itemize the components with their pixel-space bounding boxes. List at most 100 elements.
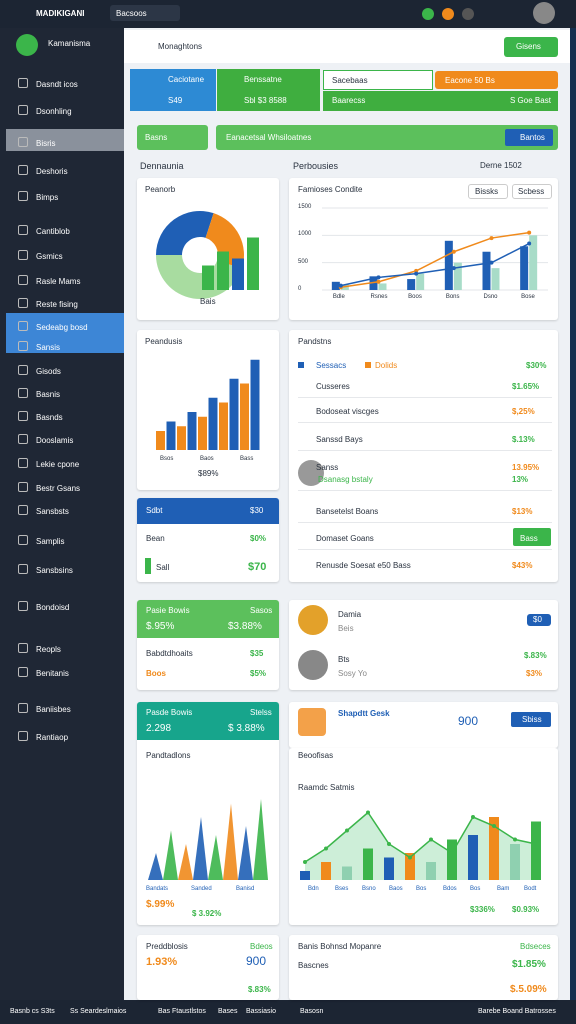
sidebar-item[interactable]: Reste fising [36, 300, 78, 309]
point [429, 837, 433, 842]
toolbar-button[interactable]: Gisens [516, 42, 541, 51]
sidebar-item[interactable]: Bondoisd [36, 603, 70, 612]
bar [331, 281, 340, 290]
tile-blue [130, 69, 216, 111]
bar [208, 397, 218, 450]
bottom-item[interactable]: Basnb cs S3ts [10, 1008, 55, 1015]
brand: MADIKIGANI [36, 9, 85, 18]
point [471, 815, 475, 819]
section-label: Derne 1502 [480, 161, 522, 170]
sidebar-item[interactable]: Basnis [36, 390, 61, 399]
big-value: 1.93% [146, 956, 178, 968]
promo-button[interactable]: Sbiss [522, 715, 542, 724]
item-icon [18, 458, 28, 468]
item-icon [18, 165, 28, 175]
sidebar-item[interactable]: Rasle Mams [36, 277, 81, 286]
sidebar-title: Kamanisma [48, 39, 91, 48]
avatar [298, 460, 324, 486]
sidebar-item[interactable]: Benitanis [36, 669, 69, 678]
list-value: 13% [512, 475, 529, 484]
list-label: Bansetelst Boans [316, 507, 379, 516]
card-button[interactable]: Scbess [518, 187, 545, 196]
item-icon [18, 564, 28, 574]
x-tick-label: Bses [335, 886, 349, 892]
sidebar-item[interactable]: Sansbsins [36, 566, 73, 575]
sidebar-item[interactable]: Gsmics [36, 252, 63, 261]
section-label: Perbousies [293, 161, 339, 171]
card [289, 178, 558, 320]
bottom-item[interactable]: Basosn [300, 1008, 324, 1015]
sidebar-item[interactable]: Bestr Gsans [36, 484, 81, 493]
y-tick-label: 1500 [298, 204, 312, 210]
top-bar [0, 0, 576, 28]
item-icon [18, 191, 28, 201]
bar [407, 279, 416, 290]
x-tick-label: Banisd [236, 886, 255, 892]
item-icon [18, 341, 28, 351]
item-icon [18, 137, 28, 147]
bar [426, 862, 436, 880]
bottom-item[interactable]: Barebe Boand Batrosses [478, 1008, 556, 1015]
sidebar-item[interactable]: Deshoris [36, 167, 68, 176]
sidebar-item[interactable]: Basnds [36, 413, 63, 422]
big-value: $ 3.88% [228, 723, 265, 734]
bar [229, 378, 239, 450]
bar [202, 265, 214, 290]
x-tick-label: Bos [470, 886, 481, 892]
bottom-item[interactable]: Bases [218, 1008, 238, 1015]
item-icon [18, 78, 28, 88]
sidebar-item[interactable]: Cantiblob [36, 227, 70, 236]
marker [145, 558, 151, 574]
list-button[interactable]: Bass [520, 534, 538, 543]
sidebar-item[interactable]: Bisris [36, 139, 56, 148]
sidebar-item[interactable]: Sansbsts [36, 507, 69, 516]
bar [177, 426, 186, 450]
person-name: Damia [338, 610, 362, 619]
promo-value: 900 [458, 714, 479, 728]
sidebar-item[interactable]: Dasndt icos [36, 80, 78, 89]
x-tick-label: Bandats [146, 886, 169, 892]
card-button[interactable]: Bissks [475, 187, 499, 196]
item-icon [18, 225, 28, 235]
card-value: Sasos [250, 606, 273, 615]
sidebar-item[interactable]: Dsonhling [36, 107, 72, 116]
bottom-item[interactable]: Ss Seardeslmaios [70, 1008, 127, 1015]
list-value: $,25% [512, 407, 535, 416]
point [451, 249, 456, 254]
sidebar-item[interactable]: Gisods [36, 367, 61, 376]
item-icon [18, 703, 28, 713]
point [366, 810, 370, 815]
card-subtitle: Pandtadlons [146, 751, 191, 760]
legend-label: Sessacs [316, 361, 347, 370]
sidebar-item[interactable]: Baniisbes [36, 705, 71, 714]
status-icon [462, 8, 474, 20]
row-value: $.5.09% [510, 984, 547, 995]
filter-button[interactable]: Bantos [520, 133, 545, 142]
sidebar-item[interactable]: Rantiaop [36, 733, 69, 742]
bottom-item[interactable]: Bas Ftaustlstos [158, 1008, 206, 1015]
sidebar-item[interactable]: Reopls [36, 645, 61, 654]
promo-button-box [511, 712, 551, 727]
point [489, 260, 494, 265]
logo [16, 34, 38, 56]
sidebar-item[interactable]: Sansis [36, 343, 61, 352]
bottom-item[interactable]: Bassiasio [246, 1008, 276, 1015]
point [338, 283, 343, 288]
divider [298, 522, 552, 523]
foot-value: $0.93% [512, 905, 540, 914]
active-item [6, 129, 124, 151]
sidebar-item[interactable]: Samplis [36, 537, 65, 546]
sidebar-item[interactable]: Sedeabg bosd [36, 323, 88, 332]
avatar [298, 650, 328, 680]
toolbar [124, 30, 570, 63]
sidebar-item[interactable]: Lekie cpone [36, 460, 80, 469]
tab[interactable]: Bacsoos [116, 9, 147, 18]
caption: $89% [198, 469, 219, 478]
bar [250, 359, 260, 450]
row-label: Bean [146, 534, 165, 543]
divider [298, 397, 552, 398]
bar-text: Baarecss [332, 96, 366, 105]
sidebar-item[interactable]: Dooslamis [36, 436, 74, 445]
divider [298, 490, 552, 491]
sidebar-item[interactable]: Bimps [36, 193, 59, 202]
